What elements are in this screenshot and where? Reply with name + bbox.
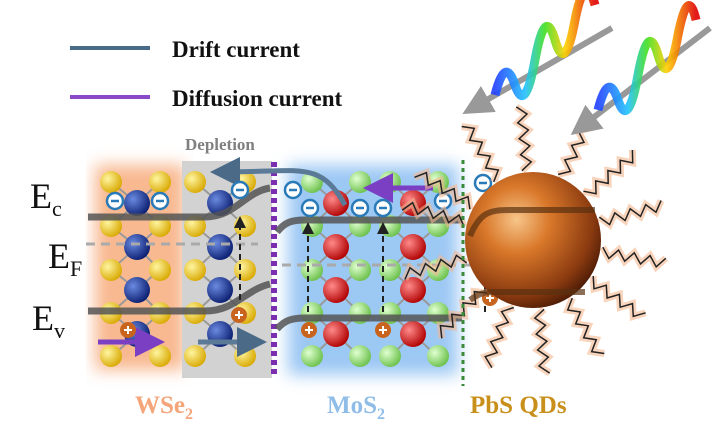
ligands <box>400 103 669 377</box>
ligand-glow <box>599 244 669 273</box>
ligand-chain <box>484 306 515 368</box>
ligand-chain <box>515 106 533 172</box>
ligand-chain <box>602 246 667 268</box>
ligand-glow <box>479 304 515 370</box>
wse2-label: WSe2 <box>135 392 193 423</box>
wse2-chalcogen-atom <box>184 345 206 367</box>
ligand-chain <box>404 254 468 280</box>
mos2-chalcogen-atom <box>427 345 449 367</box>
light-wave-icon <box>490 0 600 101</box>
incident-light <box>462 0 712 135</box>
drift-electron-arrow <box>210 156 348 207</box>
wse2-chalcogen-atom <box>234 215 256 237</box>
qd-valence-band <box>468 289 585 303</box>
ef-label: EF <box>48 236 82 281</box>
wse2-chalcogen-atom <box>100 171 122 193</box>
wse2-metal-atom <box>124 234 150 260</box>
plus-sign <box>305 326 313 334</box>
conduction-band-wse2 <box>88 184 271 221</box>
ligand-chain <box>414 171 471 210</box>
pbs-qds-label: PbS QDs <box>470 392 567 419</box>
ec-label: Ec <box>30 176 62 221</box>
plus-sign <box>486 294 494 302</box>
mos2-label: MoS2 <box>327 392 385 423</box>
depletion-label: Depletion <box>185 135 255 154</box>
mos2-metal-atom <box>400 321 426 347</box>
plus-sign <box>379 326 387 334</box>
ligand-chain <box>598 200 662 226</box>
wse2-chalcogen-atom <box>149 171 171 193</box>
legend-drift-label: Drift current <box>172 37 300 62</box>
mos2-metal-atom <box>323 321 349 347</box>
wse2-chalcogen-atom <box>234 259 256 281</box>
mos2-metal-atom <box>323 234 349 260</box>
valence-band-mos2 <box>274 314 462 332</box>
plus-sign <box>124 326 132 334</box>
mos2-chalcogen-atom <box>349 345 371 367</box>
ligand-chain <box>533 308 551 374</box>
mos2-metal-atom <box>323 277 349 303</box>
mos2-chalcogen-atom <box>301 345 323 367</box>
ev-label: Ev <box>32 298 65 343</box>
pbs-quantum-dot <box>465 172 601 308</box>
wse2-chalcogen-atom <box>149 345 171 367</box>
legend-diffusion-label: Diffusion current <box>172 86 342 111</box>
valence-band-wse2 <box>88 280 271 315</box>
mos2-metal-atom <box>400 234 426 260</box>
wse2-metal-atom <box>207 277 233 303</box>
wse2-chalcogen-atom <box>184 171 206 193</box>
ligand-chain <box>566 297 605 355</box>
ligand-chain <box>592 276 646 318</box>
ligand-chain <box>401 201 465 227</box>
wse2-chalcogen-atom <box>100 345 122 367</box>
qd-conduction-band <box>467 207 595 238</box>
mos2-metal-atom <box>400 277 426 303</box>
mos2-chalcogen-atom <box>379 345 401 367</box>
ligand-glow <box>597 199 665 230</box>
wse2-chalcogen-atom <box>149 259 171 281</box>
wse2-metal-atom <box>124 277 150 303</box>
wse2-metal-atom <box>124 190 150 216</box>
wse2-metal-atom <box>207 234 233 260</box>
wse2-chalcogen-atom <box>184 259 206 281</box>
ligand-chain <box>583 149 634 195</box>
plus-sign <box>235 311 243 319</box>
mos2-chalcogen-atom <box>349 259 371 281</box>
wse2-chalcogen-atom <box>100 259 122 281</box>
ligand-chain <box>461 125 500 183</box>
wse2-chalcogen-atom <box>234 345 256 367</box>
mos2-chalcogen-atom <box>301 259 323 281</box>
mos2-chalcogen-atom <box>349 171 371 193</box>
light-wave-icon <box>593 1 701 116</box>
conduction-band-mos2 <box>274 216 462 235</box>
